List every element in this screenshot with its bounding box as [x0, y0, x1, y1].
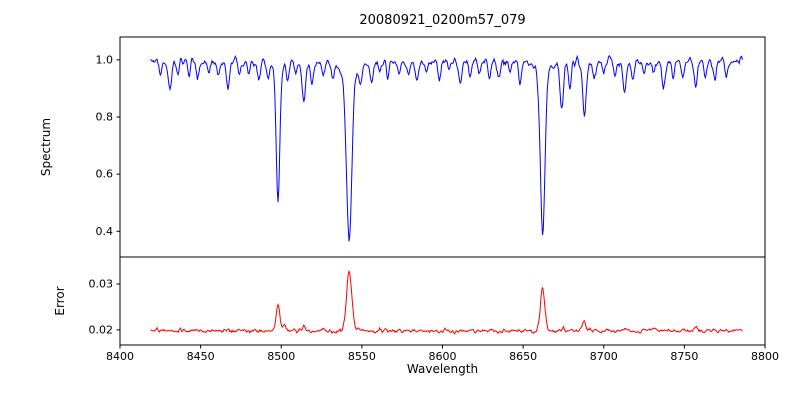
x-tick-label: 8450: [187, 350, 215, 363]
x-tick-label: 8550: [348, 350, 376, 363]
x-tick-label: 8700: [590, 350, 618, 363]
spectrum-y-tick-label: 1.0: [96, 53, 114, 66]
x-tick-label: 8800: [751, 350, 779, 363]
chart-title: 20080921_0200m57_079: [359, 13, 526, 28]
x-tick-label: 8650: [509, 350, 537, 363]
x-tick-label: 8750: [670, 350, 698, 363]
error-line: [150, 270, 743, 335]
spectrum-y-tick-label: 0.6: [96, 168, 114, 181]
spectrum-line: [150, 54, 743, 242]
spectrum-y-tick-label: 0.8: [96, 111, 114, 124]
x-tick-label: 8400: [106, 350, 134, 363]
error-y-tick-label: 0.03: [89, 278, 114, 291]
spectrum-y-tick-label: 0.4: [96, 225, 114, 238]
error-y-tick-label: 0.02: [89, 323, 114, 336]
x-axis-label: Wavelength: [406, 362, 479, 376]
x-tick-label: 8500: [267, 350, 295, 363]
x-tick-label: 8600: [429, 350, 457, 363]
